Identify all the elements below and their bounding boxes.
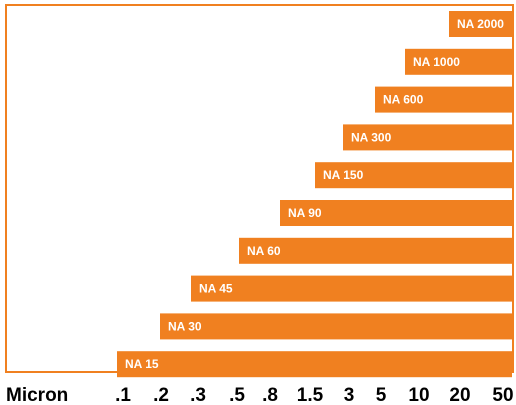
x-tick-label: .2 bbox=[153, 385, 169, 405]
bar-na-15 bbox=[117, 351, 512, 378]
x-tick-label: .5 bbox=[229, 385, 245, 405]
bar-na-60 bbox=[239, 237, 512, 264]
x-tick-label: 50 bbox=[492, 385, 513, 405]
bar-label: NA 300 bbox=[351, 130, 392, 144]
bar-label: NA 1000 bbox=[413, 55, 460, 69]
x-tick-label: .8 bbox=[262, 385, 278, 405]
bar-label: NA 150 bbox=[323, 168, 364, 182]
x-tick-label: 3 bbox=[344, 385, 355, 405]
bar-label: NA 15 bbox=[125, 357, 159, 371]
x-tick-label: 20 bbox=[449, 385, 470, 405]
x-tick-label: 1.5 bbox=[297, 385, 324, 405]
bar-na-1000 bbox=[405, 48, 512, 75]
x-tick-label: 10 bbox=[408, 385, 429, 405]
bar-label: NA 45 bbox=[199, 282, 233, 296]
bar-na-2000 bbox=[449, 11, 512, 37]
x-tick-label: .1 bbox=[115, 385, 131, 405]
bar-label: NA 60 bbox=[247, 244, 281, 258]
bar-label: NA 90 bbox=[288, 206, 322, 220]
bar-label: NA 2000 bbox=[457, 17, 504, 31]
bars-group: NA 2000 NA 1000 NA 600 NA 300 NA 150 NA 90 NA … bbox=[117, 11, 512, 378]
x-axis-ticks: .1 .2 .3 .5 .8 1.5 3 5 10 20 50 bbox=[115, 385, 514, 405]
bar-na-45 bbox=[191, 275, 512, 302]
bar-label: NA 600 bbox=[383, 93, 424, 107]
bar-na-600 bbox=[375, 86, 512, 113]
x-tick-label: .3 bbox=[190, 385, 206, 405]
bar-na-150 bbox=[315, 162, 512, 189]
bar-label: NA 30 bbox=[168, 319, 202, 333]
bar-na-300 bbox=[343, 124, 512, 151]
bar-na-30 bbox=[160, 313, 512, 340]
x-axis-unit-label: Micron bbox=[6, 385, 68, 405]
bar-na-90 bbox=[280, 200, 512, 226]
x-tick-label: 5 bbox=[376, 385, 387, 405]
